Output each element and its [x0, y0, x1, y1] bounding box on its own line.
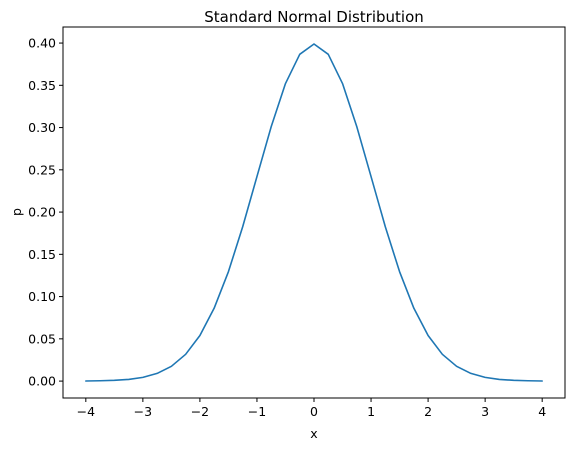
- series-line: [85, 43, 543, 382]
- y-tick-label: 0.00: [28, 374, 56, 389]
- x-tick-label: 3: [481, 404, 489, 419]
- y-tick-label: 0.15: [28, 247, 56, 262]
- x-axis-label: x: [310, 426, 317, 441]
- y-tick-label: 0.05: [28, 331, 56, 346]
- y-axis-label: p: [9, 208, 24, 216]
- y-tick-label: 0.30: [28, 120, 56, 135]
- x-tick-label: 0: [310, 404, 318, 419]
- x-tick-label: −3: [134, 404, 152, 419]
- x-tick-label: 1: [367, 404, 375, 419]
- y-tick-label: 0.35: [28, 78, 56, 93]
- x-tick-label: 2: [424, 404, 432, 419]
- x-tick-label: 4: [538, 404, 546, 419]
- y-tick-label: 0.10: [28, 289, 56, 304]
- series-layer: [85, 43, 543, 382]
- y-tick-label: 0.40: [28, 36, 56, 51]
- y-axis: 0.00 0.05 0.10 0.15 0.20 0.25 0.30 0.35 0.40: [28, 36, 63, 389]
- y-tick-label: 0.20: [28, 205, 56, 220]
- x-tick-label: −2: [191, 404, 209, 419]
- chart-title: Standard Normal Distribution: [204, 8, 424, 26]
- y-tick-label: 0.25: [28, 162, 56, 177]
- x-tick-label: −1: [248, 404, 266, 419]
- x-axis: −4 −3 −2 −1 0 1 2 3 4: [77, 398, 546, 419]
- x-tick-label: −4: [77, 404, 95, 419]
- plot-area: [63, 27, 565, 398]
